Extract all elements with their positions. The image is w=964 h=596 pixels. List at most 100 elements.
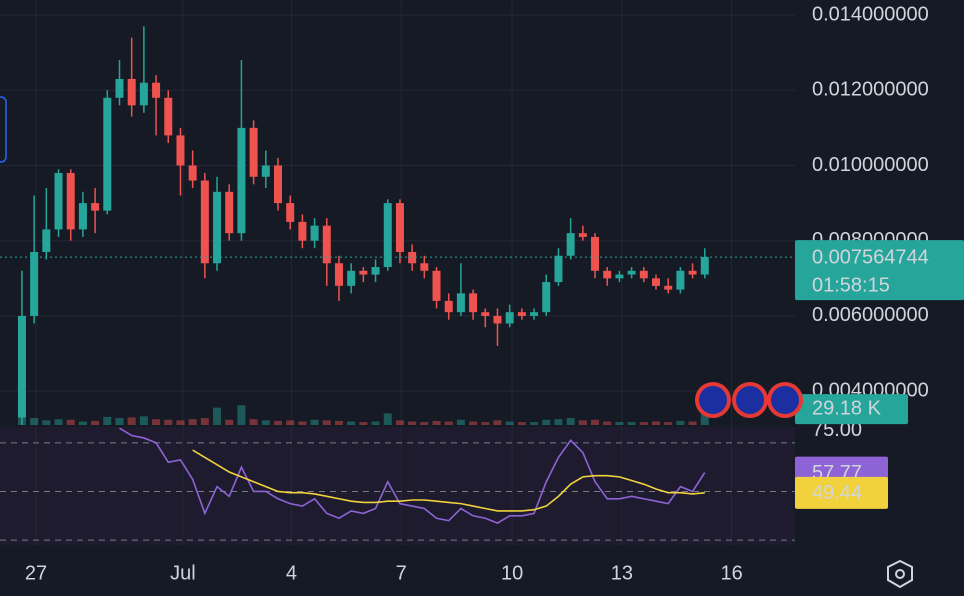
volume-bar: [505, 421, 514, 425]
volume-bar: [420, 422, 429, 425]
x-tick-label: 7: [396, 562, 407, 584]
flag[interactable]: [767, 382, 803, 418]
flag[interactable]: [732, 382, 768, 418]
candle-body: [334, 263, 343, 286]
candle-body: [237, 127, 246, 234]
candle-body: [554, 255, 563, 283]
candle-body: [139, 82, 148, 106]
candle-body: [249, 127, 258, 177]
candle-body: [200, 180, 209, 264]
x-tick-label: Jul: [170, 562, 196, 584]
candle-body: [17, 315, 26, 418]
volume-bar: [127, 417, 136, 425]
volume-bar: [493, 420, 502, 425]
volume-bar: [91, 420, 100, 425]
volume-bar: [615, 422, 624, 425]
candle-body: [505, 312, 514, 324]
side-button[interactable]: [0, 96, 7, 163]
candle-body: [383, 203, 392, 268]
volume-bar: [66, 419, 75, 425]
flag[interactable]: [695, 382, 731, 418]
volume-bar: [42, 420, 51, 425]
candle-body: [664, 285, 673, 290]
volume-bar: [261, 420, 270, 425]
candle-body: [493, 315, 502, 324]
rsi-tag-label: 49.44: [812, 482, 862, 504]
volume-bar: [188, 419, 197, 425]
event-flags[interactable]: [695, 382, 803, 418]
x-tick-label: 10: [501, 562, 523, 584]
candle-body: [408, 251, 417, 264]
volume-bar: [444, 421, 453, 425]
candle-body: [578, 233, 587, 237]
settings-icon-dot: [895, 569, 905, 579]
x-tick-label: 13: [611, 562, 633, 584]
volume-bar: [249, 419, 258, 425]
volume-bar: [676, 420, 685, 425]
candle-body: [688, 270, 697, 275]
volume-bar: [176, 420, 185, 425]
volume-bar: [322, 420, 331, 425]
candle-body: [420, 263, 429, 271]
candle-body: [261, 165, 270, 177]
y-tick-label: 0.010000000: [812, 154, 929, 176]
price-tag: [795, 240, 964, 301]
volume-bar: [30, 418, 39, 425]
volume-bar: [54, 419, 63, 425]
candle-body: [700, 257, 709, 275]
candle-body: [566, 233, 575, 256]
y-tick-label: 0.012000000: [812, 79, 929, 101]
volume-bar: [347, 421, 356, 425]
volume-bar: [200, 418, 209, 425]
volume-bar: [591, 419, 600, 425]
volume-bar: [286, 420, 295, 425]
candle-body: [347, 270, 356, 286]
volume-bar: [164, 419, 173, 425]
y-tick-label: 0.006000000: [812, 304, 929, 326]
volume-bar: [152, 419, 161, 425]
candle-body: [152, 82, 161, 98]
candle-body: [322, 225, 331, 264]
candle-body: [30, 251, 39, 316]
candle-body: [481, 312, 490, 316]
volume-bar: [310, 419, 319, 425]
volume-bar: [78, 421, 87, 425]
candle-body: [213, 191, 222, 264]
volume-bar: [115, 418, 124, 425]
candle-body: [225, 191, 234, 234]
volume-bar: [213, 407, 222, 425]
candle-body: [639, 270, 648, 279]
price-tag-value: 0.007564744: [812, 246, 929, 268]
volume-bar: [530, 422, 539, 425]
candle-body: [66, 173, 75, 230]
candle-body: [627, 270, 636, 275]
volume-bar: [334, 420, 343, 425]
candle-body: [395, 203, 404, 252]
candle-body: [359, 270, 368, 275]
volume-tag-label: 29.18 K: [812, 397, 882, 419]
volume-bar: [664, 422, 673, 425]
volume-bar: [274, 420, 283, 425]
candle-body: [103, 97, 112, 211]
countdown: 01:58:15: [812, 274, 890, 296]
rsi-tick-label: 75.00: [812, 419, 862, 441]
volume-bar: [237, 405, 246, 425]
rsi-pane: [0, 427, 795, 545]
candle-body: [115, 78, 124, 98]
volume-bar: [359, 422, 368, 425]
rsi-line: [119, 427, 706, 524]
candle-body: [371, 267, 380, 275]
candle-body: [54, 173, 63, 230]
settings-icon[interactable]: [887, 559, 913, 589]
volume-bar: [603, 421, 612, 425]
volume-tag: [795, 394, 908, 425]
rsi-tag: RSI-based MA: [795, 476, 888, 509]
candle-body: [176, 135, 185, 166]
candle-body: [298, 221, 307, 241]
candle-body: [469, 293, 478, 313]
volume-bar: [688, 421, 697, 425]
volume-bar: [298, 421, 307, 425]
x-tick-label: 27: [25, 562, 47, 584]
candle-body: [274, 165, 283, 204]
